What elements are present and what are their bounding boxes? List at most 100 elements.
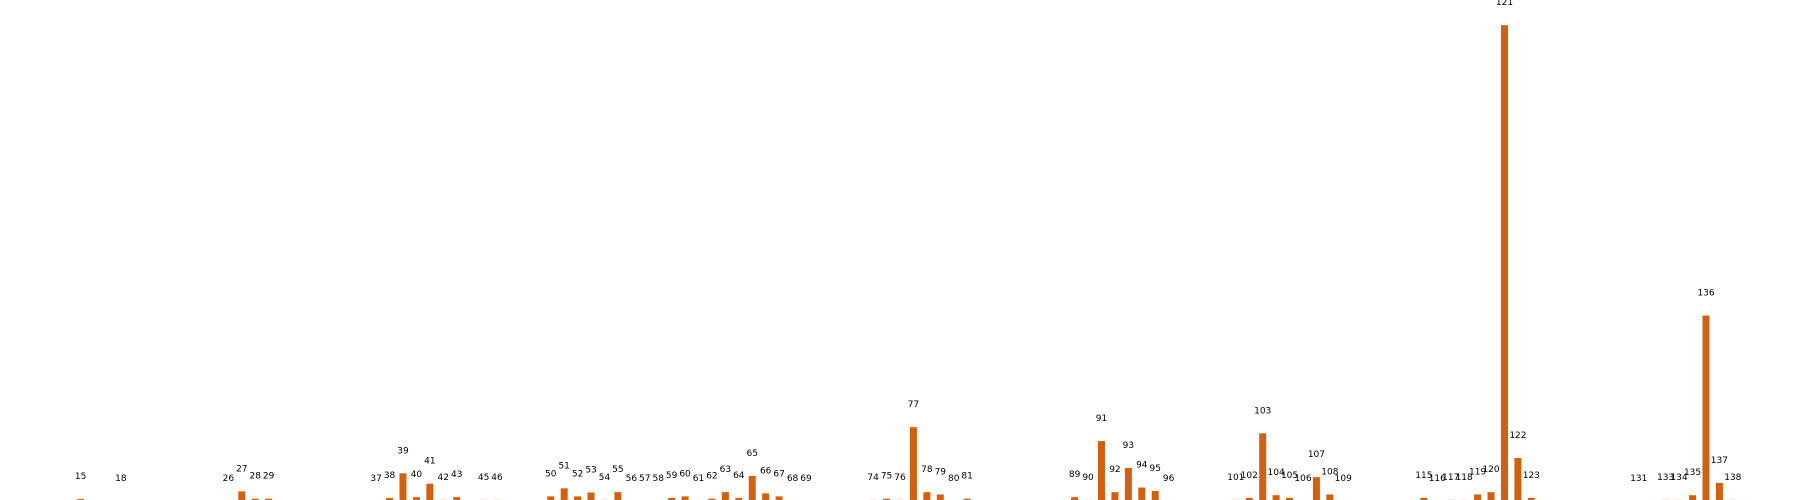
bar-65 [748, 476, 756, 500]
bar-label-80: 80 [948, 474, 960, 484]
bar-label-122: 122 [1509, 431, 1526, 441]
bar-label-78: 78 [921, 465, 933, 475]
bar-66 [762, 493, 770, 500]
bar-105 [1286, 497, 1294, 500]
bar-64 [735, 497, 743, 500]
bar-label-93: 93 [1123, 441, 1134, 451]
bar-label-79: 79 [935, 467, 947, 477]
bar-label-137: 137 [1711, 456, 1728, 466]
bar-label-69: 69 [800, 474, 812, 484]
bar-label-40: 40 [411, 470, 423, 480]
bar-label-133: 133 [1657, 473, 1674, 483]
bar-103 [1259, 433, 1267, 500]
bar-38 [386, 497, 394, 500]
bar-label-60: 60 [679, 469, 691, 479]
bar-label-96: 96 [1163, 474, 1175, 484]
bar-121 [1500, 25, 1508, 500]
bar-123 [1527, 497, 1535, 500]
bar-52 [574, 496, 582, 500]
bar-135 [1689, 495, 1697, 500]
bar-92 [1111, 492, 1119, 500]
bar-label-37: 37 [370, 474, 381, 484]
bar-label-61: 61 [693, 474, 704, 484]
bar-label-62: 62 [706, 472, 717, 482]
bar-94 [1138, 487, 1146, 500]
bar-label-102: 102 [1241, 471, 1258, 481]
bar-label-123: 123 [1523, 471, 1540, 481]
bar-label-59: 59 [666, 471, 678, 481]
bar-label-55: 55 [612, 465, 623, 475]
bars-group [77, 25, 1737, 500]
bar-107 [1312, 477, 1320, 500]
bar-label-50: 50 [545, 469, 557, 479]
bar-label-18: 18 [115, 474, 127, 484]
bar-93 [1124, 467, 1132, 500]
bar-40 [412, 497, 420, 500]
bar-label-41: 41 [424, 457, 435, 467]
bar-91 [1097, 440, 1105, 500]
bar-59 [668, 497, 676, 500]
bar-137 [1715, 482, 1723, 500]
bar-50 [547, 496, 555, 500]
bar-label-136: 136 [1697, 289, 1714, 299]
bar-136 [1702, 315, 1710, 500]
bar-75 [883, 498, 891, 500]
bar-label-92: 92 [1109, 465, 1120, 475]
bar-label-38: 38 [384, 471, 396, 481]
bar-81 [963, 498, 971, 500]
bar-label-115: 115 [1415, 471, 1432, 481]
bar-label-58: 58 [652, 474, 664, 484]
bar-95 [1151, 491, 1159, 500]
bar-label-106: 106 [1294, 474, 1311, 484]
bar-label-56: 56 [626, 474, 638, 484]
bar-67 [775, 496, 783, 500]
bar-label-67: 67 [773, 469, 784, 479]
bar-120 [1487, 492, 1495, 500]
bar-label-131: 131 [1630, 474, 1647, 484]
bar-label-66: 66 [760, 466, 772, 476]
bar-label-91: 91 [1096, 414, 1107, 424]
bar-label-101: 101 [1227, 473, 1244, 483]
bar-label-57: 57 [639, 474, 650, 484]
bar-51 [560, 488, 568, 500]
bar-115 [1420, 497, 1428, 500]
bar-label-51: 51 [558, 461, 569, 471]
bar-label-81: 81 [961, 472, 972, 482]
bar-63 [721, 492, 729, 500]
bar-label-54: 54 [599, 473, 611, 483]
bar-62 [708, 498, 716, 500]
bar-label-120: 120 [1482, 465, 1499, 475]
bar-label-42: 42 [438, 473, 449, 483]
bar-label-95: 95 [1149, 464, 1160, 474]
bar-label-26: 26 [223, 474, 235, 484]
bar-label-103: 103 [1254, 406, 1271, 416]
bar-label-43: 43 [451, 470, 462, 480]
bar-122 [1514, 457, 1522, 500]
bar-label-65: 65 [747, 449, 758, 459]
bar-label-15: 15 [75, 472, 86, 482]
bar-label-45: 45 [478, 473, 489, 483]
bar-label-118: 118 [1456, 473, 1473, 483]
bar-label-138: 138 [1724, 473, 1741, 483]
bar-label-46: 46 [491, 473, 503, 483]
bar-label-108: 108 [1321, 467, 1338, 477]
bar-label-134: 134 [1671, 473, 1688, 483]
bar-label-105: 105 [1281, 471, 1298, 481]
bar-89 [1071, 497, 1079, 500]
bar-39 [399, 473, 407, 500]
bar-60 [681, 496, 689, 500]
bar-119 [1474, 494, 1482, 500]
bar-label-94: 94 [1136, 461, 1148, 471]
bar-55 [614, 492, 622, 500]
bar-label-104: 104 [1268, 468, 1285, 478]
bar-29 [265, 498, 273, 500]
bar-53 [587, 492, 595, 500]
bar-label-28: 28 [249, 472, 261, 482]
bar-104 [1272, 495, 1280, 500]
bar-label-63: 63 [720, 465, 731, 475]
bar-label-68: 68 [787, 474, 799, 484]
bar-108 [1326, 494, 1334, 500]
bar-102 [1245, 497, 1253, 500]
